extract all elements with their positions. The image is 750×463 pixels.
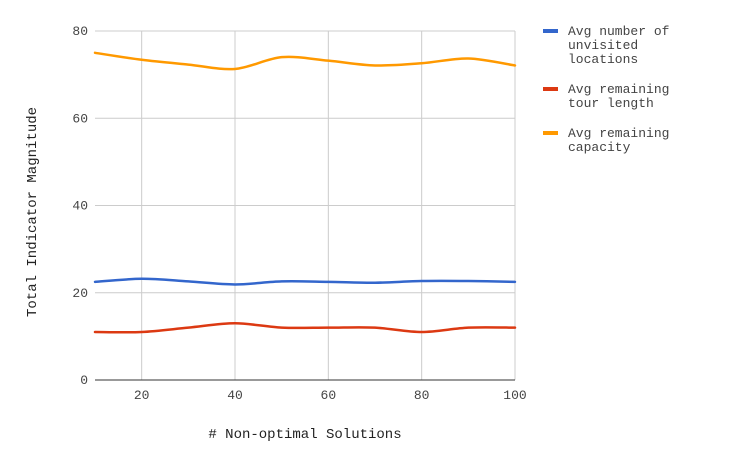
x-tick-label: 100: [503, 388, 526, 403]
x-tick-label: 20: [134, 388, 150, 403]
series-line-2: [93, 322, 517, 334]
gridlines: [95, 30, 516, 380]
legend-label: locations: [568, 52, 638, 67]
series-line-3: [93, 51, 517, 71]
legend-swatch: [543, 131, 558, 135]
y-tick-label: 60: [72, 111, 88, 126]
x-tick-label: 60: [321, 388, 337, 403]
x-axis-title: # Non-optimal Solutions: [208, 427, 401, 443]
legend-label: Avg number of: [568, 24, 669, 39]
legend-label: tour length: [568, 96, 654, 111]
y-tick-label: 20: [72, 286, 88, 301]
y-tick-label: 80: [72, 24, 88, 39]
y-tick-label: 0: [80, 373, 88, 388]
legend-swatch: [543, 87, 558, 91]
x-tick-label: 40: [227, 388, 243, 403]
legend-swatch: [543, 29, 558, 33]
y-tick-label: 40: [72, 199, 88, 214]
series-line-1: [93, 277, 517, 286]
legend-label: Avg remaining: [568, 82, 669, 97]
y-axis-title: Total Indicator Magnitude: [25, 107, 41, 317]
x-axis-ticks: 20 40 60 80 100: [134, 388, 527, 403]
series-lines: [93, 51, 517, 334]
legend-label: unvisited: [568, 38, 638, 53]
y-axis-ticks: 0 20 40 60 80: [72, 24, 88, 388]
x-tick-label: 80: [414, 388, 430, 403]
legend-label: Avg remaining: [568, 126, 669, 141]
legend-label: capacity: [568, 140, 631, 155]
